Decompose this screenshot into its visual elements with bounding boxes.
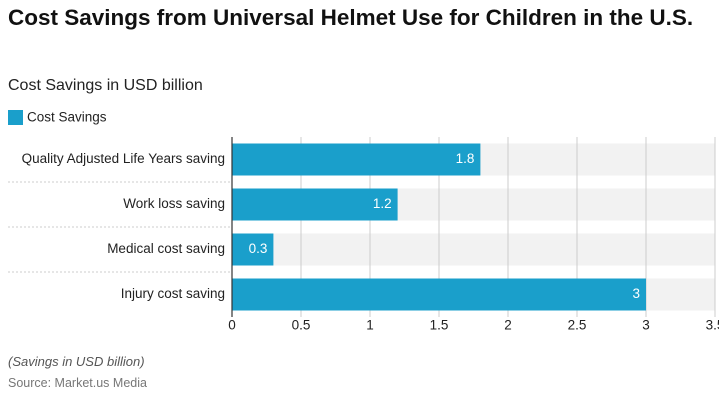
y-tick-label: Quality Adjusted Life Years saving — [22, 151, 225, 166]
value-label: 0.3 — [249, 241, 268, 256]
y-tick-label: Work loss saving — [123, 196, 225, 211]
chart-subtitle: Cost Savings in USD billion — [8, 77, 203, 94]
x-tick-label: 3.5 — [706, 318, 719, 333]
x-tick-label: 3 — [642, 318, 650, 333]
x-tick-label: 2 — [504, 318, 512, 333]
bar — [232, 188, 398, 221]
x-tick-label: 2.5 — [568, 318, 587, 333]
x-tick-label: 1 — [366, 318, 374, 333]
chart: Cost Savings 0 0.5 1 1.5 2 2.5 3 3.5 Quality Adju… — [8, 110, 719, 333]
legend-label: Cost Savings — [27, 110, 107, 125]
chart-title: Cost Savings from Universal Helmet Use f… — [8, 5, 694, 30]
source: Source: Market.us Media — [8, 376, 147, 390]
x-tick-label: 0.5 — [292, 318, 311, 333]
value-label: 1.2 — [373, 196, 392, 211]
value-label: 1.8 — [456, 151, 475, 166]
bar — [232, 143, 481, 176]
bar — [232, 278, 646, 311]
y-tick-label: Medical cost saving — [107, 241, 225, 256]
legend-swatch — [8, 110, 23, 125]
x-tick-label: 1.5 — [430, 318, 449, 333]
bar — [232, 233, 274, 266]
note: (Savings in USD billion) — [8, 354, 145, 369]
value-label: 3 — [632, 286, 640, 301]
x-tick-label: 0 — [228, 318, 236, 333]
y-tick-label: Injury cost saving — [121, 286, 225, 301]
row-band — [232, 233, 715, 266]
